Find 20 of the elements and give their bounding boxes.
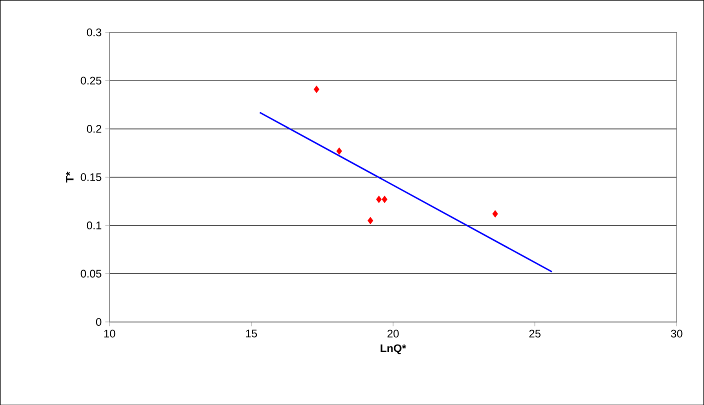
y-tick-label: 0.25 xyxy=(80,76,102,84)
y-tick-label: 0.15 xyxy=(80,173,102,181)
y-tick-label: 0 xyxy=(96,318,102,326)
point xyxy=(492,210,498,218)
point xyxy=(336,147,342,155)
y-tick-label: 0.3 xyxy=(86,28,102,36)
point xyxy=(368,216,374,224)
y-axis-title: T* xyxy=(66,171,74,182)
x-tick-label: 10 xyxy=(104,330,116,338)
point xyxy=(382,195,388,203)
x-tick-label: 20 xyxy=(388,330,399,338)
y-tick-label: 0.05 xyxy=(80,270,102,278)
x-tick-label: 25 xyxy=(529,330,541,338)
x-tick-label: 30 xyxy=(670,330,682,338)
y-tick-label: 0.1 xyxy=(86,221,102,230)
x-tick-label: 15 xyxy=(246,330,257,338)
x-axis-title: LnQ* xyxy=(380,344,406,354)
point xyxy=(314,85,320,93)
point xyxy=(376,195,382,203)
y-tick-label: 0.2 xyxy=(86,124,102,133)
